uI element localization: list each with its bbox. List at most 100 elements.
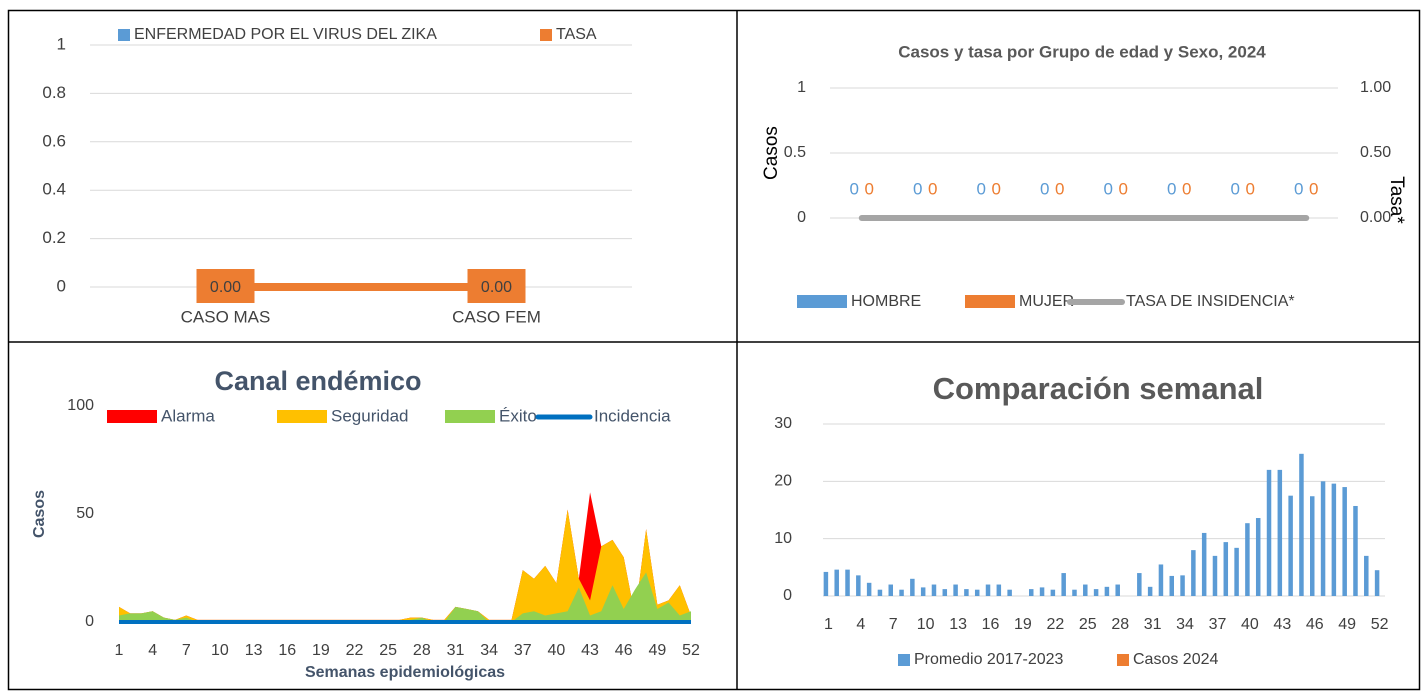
x-tick-label: 40 <box>548 642 566 659</box>
frame <box>7 9 1421 691</box>
data-label-box <box>467 269 526 303</box>
y-tick-label: 50 <box>76 505 94 522</box>
area <box>119 509 691 622</box>
x-tick-label: 25 <box>1079 616 1097 633</box>
bar <box>1007 589 1012 596</box>
bar <box>845 569 850 596</box>
bar <box>1050 589 1056 596</box>
legend-swatch <box>540 29 552 41</box>
x-tick-label: 46 <box>1306 616 1324 633</box>
x-tick-label: 43 <box>581 642 599 659</box>
x-tick-label: 52 <box>1371 616 1389 633</box>
x-tick-label: 40 <box>1241 616 1259 633</box>
legend-label: Casos 2024 <box>1133 651 1218 668</box>
legend-label: Incidencia <box>594 406 671 425</box>
x-tick-label: 34 <box>480 642 498 659</box>
legend-swatch <box>1117 654 1129 666</box>
bar <box>866 582 872 596</box>
bar <box>996 584 1002 596</box>
data-label: 0 <box>1309 179 1318 198</box>
data-label: 0 <box>992 179 1001 198</box>
x-tick-label: 10 <box>211 642 229 659</box>
x-tick-label: 31 <box>447 642 465 659</box>
data-label: 0 <box>1246 179 1255 198</box>
data-label: 0 <box>1231 179 1240 198</box>
y-tick-label: 0 <box>85 613 94 630</box>
x-tick-label: 52 <box>682 642 700 659</box>
legend-label: Alarma <box>161 406 215 425</box>
bar <box>899 589 904 596</box>
chart-title: Casos y tasa por Grupo de edad y Sexo, 2… <box>898 42 1266 61</box>
x-tick-label: 19 <box>1014 616 1032 633</box>
bar <box>920 587 926 596</box>
legend-swatch <box>107 410 157 423</box>
bar <box>1223 542 1229 596</box>
bar <box>1039 587 1045 596</box>
x-tick-label: 1 <box>115 642 124 659</box>
legend-swatch <box>898 654 910 666</box>
y-tick-label: 20 <box>774 473 792 490</box>
legend-label: Seguridad <box>331 406 409 425</box>
x-tick-label: 46 <box>615 642 633 659</box>
x-tick-label: 4 <box>856 616 865 633</box>
x-tick-label: 28 <box>1111 616 1129 633</box>
y2-axis-label: Tasa* <box>1386 176 1407 224</box>
y-tick-label: 1 <box>797 79 806 96</box>
y-tick-label: 100 <box>67 397 94 414</box>
legend-swatch <box>797 295 847 308</box>
x-tick-label: 13 <box>245 642 263 659</box>
bar <box>1342 487 1347 596</box>
legend-swatch <box>277 410 327 423</box>
bar <box>964 589 969 596</box>
bar <box>974 589 980 596</box>
y2-tick-label: 0.00 <box>1360 209 1391 226</box>
y2-tick-label: 0.50 <box>1360 144 1391 161</box>
bar <box>1147 586 1153 596</box>
bar <box>1353 505 1358 596</box>
legend-label: ENFERMEDAD POR EL VIRUS DEL ZIKA <box>134 26 437 43</box>
bar <box>1234 547 1239 596</box>
bar <box>942 589 948 596</box>
data-label: 0 <box>1104 179 1113 198</box>
bar <box>1266 469 1272 596</box>
legend-swatch <box>965 295 1015 308</box>
bar <box>1212 555 1218 596</box>
data-label: 0.00 <box>481 279 512 296</box>
bar <box>910 578 915 596</box>
legend-label: Éxito <box>499 406 537 425</box>
bar <box>823 571 829 596</box>
bar <box>1277 469 1283 596</box>
bar <box>856 575 861 596</box>
bar <box>985 584 991 596</box>
bar <box>1180 575 1185 596</box>
chart-title: Canal endémico <box>214 366 421 396</box>
x-tick-label: 19 <box>312 642 330 659</box>
x-tick-label: 13 <box>949 616 967 633</box>
bar <box>1083 584 1088 596</box>
legend-label: HOMBRE <box>851 293 921 310</box>
bar <box>1137 573 1142 596</box>
bar <box>1331 483 1337 596</box>
data-label: 0.00 <box>210 279 241 296</box>
data-label: 0 <box>1119 179 1128 198</box>
y-tick-label: 10 <box>774 530 792 547</box>
legend-label: MUJER <box>1019 293 1074 310</box>
data-label: 0 <box>1040 179 1049 198</box>
bar <box>1115 584 1120 596</box>
data-label: 0 <box>913 179 922 198</box>
y-tick-label: 0.5 <box>784 144 806 161</box>
legend-label: Promedio 2017-2023 <box>914 651 1064 668</box>
y-axis-label: Casos <box>761 126 782 180</box>
chart-title: Comparación semanal <box>933 371 1264 406</box>
x-tick-label: 49 <box>648 642 666 659</box>
legend-swatch <box>445 410 495 423</box>
bar <box>1191 550 1196 596</box>
x-tick-label: 28 <box>413 642 431 659</box>
x-tick-label: 1 <box>824 616 833 633</box>
data-label: 0 <box>928 179 937 198</box>
y-tick-label: 0.6 <box>42 131 66 150</box>
bar <box>1072 589 1077 596</box>
x-tick-label: 22 <box>346 642 364 659</box>
bar <box>1201 532 1207 596</box>
x-axis-label: Semanas epidemiológicas <box>305 664 505 681</box>
